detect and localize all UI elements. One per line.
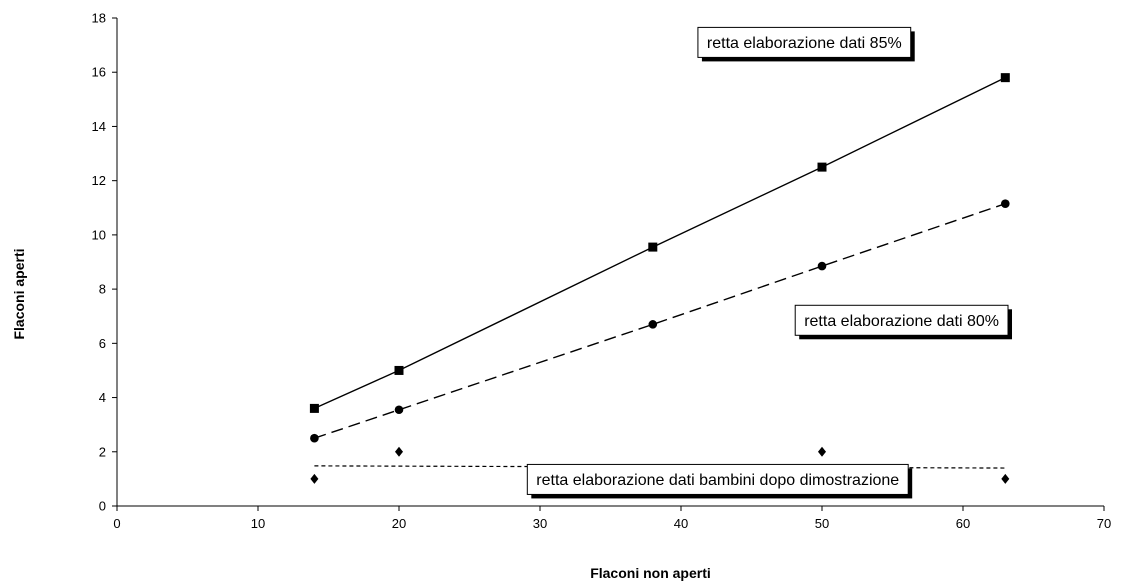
series-1-point (648, 320, 658, 329)
series-1-line (314, 203, 1006, 439)
y-tick-label: 0 (99, 499, 106, 514)
annotation-text: retta elaborazione dati 80% (804, 313, 999, 330)
annotation-box (697, 26, 912, 58)
y-tick-label: 14 (92, 119, 106, 134)
series-0-point (394, 365, 404, 375)
series-2-point (1001, 473, 1010, 484)
annotation-2: retta elaborazione dati bambini dopo dim… (526, 463, 913, 499)
series-1-point (310, 433, 319, 443)
y-tick-label: 8 (99, 282, 106, 297)
y-tick-label: 6 (99, 336, 106, 351)
series-0-point (309, 403, 319, 413)
x-tick-label: 10 (251, 516, 265, 531)
x-tick-label: 60 (956, 516, 970, 531)
series-2-point (818, 446, 826, 457)
annotation-1: retta elaborazione dati 80% (794, 304, 1013, 340)
annotation-box (526, 463, 909, 495)
y-tick-label: 4 (99, 390, 106, 405)
y-tick-label: 10 (92, 227, 106, 242)
annotation-0: retta elaborazione dati 85% (697, 26, 915, 62)
series-1-point (817, 261, 827, 271)
annotation-box (794, 304, 1009, 336)
annotations: retta elaborazione dati 85% retta elabora… (526, 26, 1013, 499)
axes: 0 2 4 6 8 10 12 14 16 18 0 10 20 30 40 50 60 70 (92, 11, 1112, 532)
y-tick-label: 12 (92, 173, 106, 188)
x-tick-label: 50 (815, 516, 829, 531)
y-tick-label: 18 (92, 11, 106, 26)
series-1-point (394, 405, 404, 415)
x-tick-label: 70 (1097, 516, 1111, 531)
series-0-point (648, 242, 658, 252)
y-tick-label: 16 (92, 65, 106, 80)
series-0-line (314, 76, 1006, 410)
annotation-text: retta elaborazione dati 85% (707, 35, 902, 52)
y-axis-title: Flaconi aperti (11, 248, 27, 339)
series-2-point (310, 473, 319, 484)
series-0-point (1000, 73, 1010, 83)
y-tick-label: 2 (99, 444, 106, 459)
series-1-point (1001, 199, 1010, 209)
x-tick-label: 40 (674, 516, 688, 531)
x-tick-label: 30 (533, 516, 547, 531)
x-tick-label: 20 (392, 516, 406, 531)
plot-area (309, 73, 1010, 484)
series-2-point (395, 446, 403, 457)
series-0-point (817, 162, 827, 172)
x-axis-title: Flaconi non aperti (590, 565, 711, 581)
x-tick-label: 0 (113, 516, 120, 531)
annotation-text: retta elaborazione dati bambini dopo dim… (536, 472, 899, 489)
